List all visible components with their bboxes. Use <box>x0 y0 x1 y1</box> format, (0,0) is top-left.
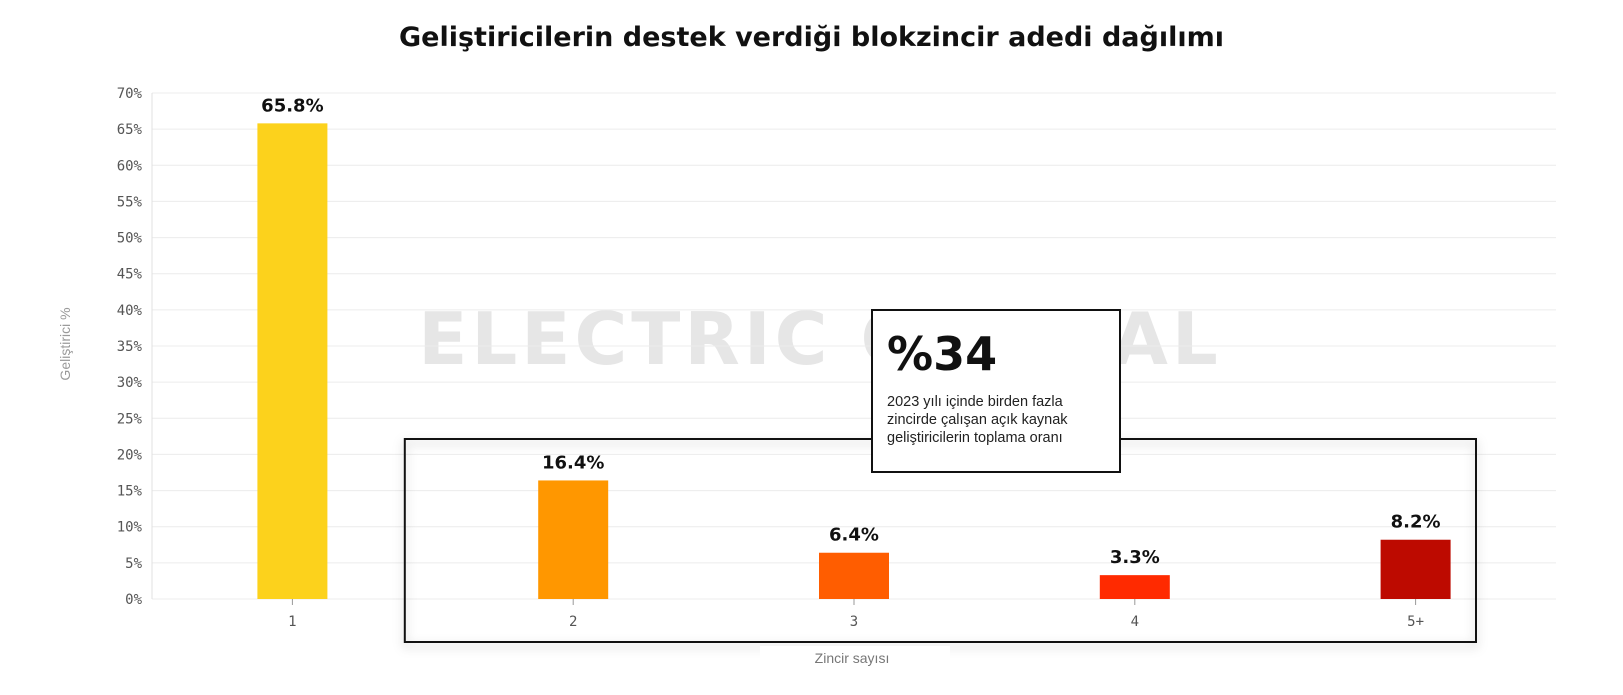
y-tick-label: 35% <box>117 339 143 355</box>
x-tick-label: 3 <box>850 614 858 630</box>
y-tick-label: 60% <box>117 158 143 174</box>
data-label: 6.4% <box>829 525 879 546</box>
data-label: 8.2% <box>1391 512 1441 533</box>
y-tick-label: 25% <box>117 411 143 427</box>
data-label: 16.4% <box>542 452 604 473</box>
y-tick-label: 55% <box>117 194 143 210</box>
bar-2 <box>538 480 609 599</box>
callout-box: %34 2023 yılı içinde birden fazla zincir… <box>871 309 1121 473</box>
y-axis-label: Geliştirici % <box>57 307 73 380</box>
y-tick-label: 5% <box>125 556 142 572</box>
callout-text: 2023 yılı içinde birden fazla zincirde ç… <box>887 394 1068 446</box>
y-tick-label: 0% <box>125 592 142 608</box>
callout-value: %34 <box>887 327 998 381</box>
y-tick-label: 30% <box>117 375 143 391</box>
x-axis-label: Zincir sayısı <box>815 650 890 666</box>
x-tick-label: 4 <box>1131 614 1139 630</box>
chart-title: Geliştiricilerin destek verdiği blokzinc… <box>398 22 1224 53</box>
y-tick-label: 40% <box>117 303 143 319</box>
data-label: 3.3% <box>1110 547 1160 568</box>
y-tick-label: 70% <box>117 86 143 102</box>
bar-1 <box>257 123 328 600</box>
bar-4 <box>1099 575 1170 599</box>
y-tick-label: 45% <box>117 267 143 283</box>
y-tick-label: 10% <box>117 520 143 536</box>
data-label: 65.8% <box>261 95 323 116</box>
x-tick-label: 1 <box>288 614 296 630</box>
x-tick-label: 5+ <box>1407 614 1424 630</box>
y-tick-label: 65% <box>117 122 143 138</box>
y-tick-label: 15% <box>117 484 143 500</box>
bar-5+ <box>1380 539 1451 599</box>
y-tick-label: 50% <box>117 231 143 247</box>
y-tick-label: 20% <box>117 447 143 463</box>
bar-3 <box>819 552 889 599</box>
x-tick-label: 2 <box>569 614 577 630</box>
